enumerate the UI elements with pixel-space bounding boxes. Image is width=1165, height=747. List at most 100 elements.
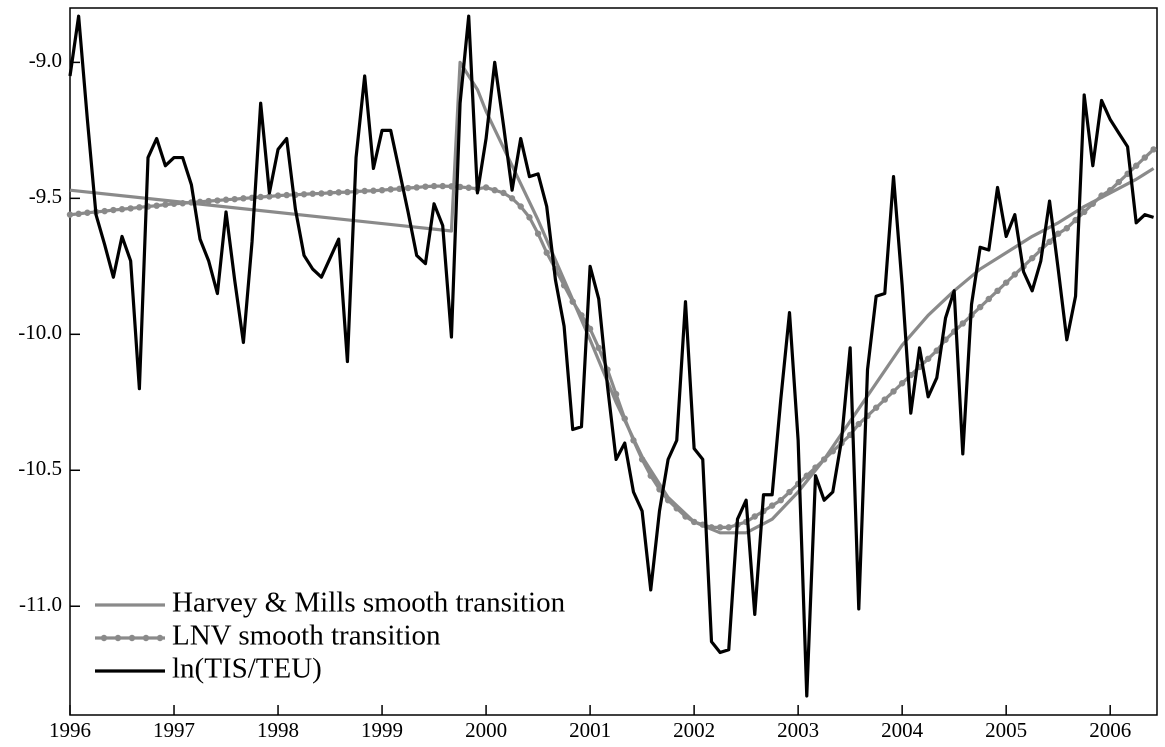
series-marker [439, 182, 446, 190]
series-marker [959, 320, 966, 327]
series-marker [84, 209, 91, 216]
series-marker [1115, 178, 1123, 186]
series-line [69, 60, 1155, 535]
series-marker [638, 456, 646, 463]
legend-marker [156, 634, 164, 642]
series-marker [448, 183, 455, 190]
series-marker [612, 390, 620, 398]
series-marker [1054, 230, 1062, 237]
x-tick-label: 2001 [569, 718, 611, 742]
series-marker [656, 486, 663, 493]
series-marker [396, 185, 403, 193]
series-marker [387, 186, 394, 193]
series-marker [976, 303, 984, 311]
series-marker [326, 189, 334, 197]
series-marker [214, 197, 221, 204]
y-tick-label: -10.5 [18, 456, 62, 480]
legend-marker [100, 634, 108, 642]
x-tick-label: 1999 [361, 718, 403, 742]
series-marker [500, 189, 507, 197]
series-marker [1080, 208, 1088, 216]
series-marker [1002, 279, 1010, 286]
y-tick-label: -11.0 [19, 592, 62, 616]
series-marker [153, 202, 160, 209]
series-marker [1063, 225, 1071, 232]
x-tick-label: 2002 [673, 718, 715, 742]
series-marker [786, 488, 793, 496]
plot-frame [69, 7, 1158, 716]
series-marker [647, 472, 654, 479]
series-marker [890, 388, 897, 395]
series-marker [75, 210, 82, 218]
legend-marker [128, 634, 136, 642]
legend-marker [142, 634, 150, 642]
series-marker [1011, 271, 1019, 278]
series-marker [1046, 238, 1053, 246]
series-marker [378, 186, 386, 194]
series-marker [118, 206, 126, 213]
series-marker [630, 437, 637, 444]
legend-label: ln(TIS/TEU) [172, 653, 322, 685]
series-marker [898, 380, 906, 387]
series-marker [578, 312, 585, 319]
y-tick-label: -10.0 [18, 320, 62, 344]
series-marker [491, 186, 498, 194]
series-marker [560, 282, 568, 289]
series-marker [1132, 162, 1140, 169]
series-marker [994, 287, 1001, 294]
series-marker [404, 184, 412, 192]
series-marker [716, 524, 724, 531]
series-marker [534, 230, 542, 237]
x-tick-label: 2000 [465, 718, 507, 742]
series-marker [543, 249, 550, 256]
y-tick-label: -9.5 [29, 184, 62, 208]
series-marker [430, 182, 438, 190]
series-marker [820, 456, 828, 463]
series-marker [283, 191, 290, 199]
series-marker [1141, 154, 1149, 161]
series-marker [1106, 186, 1114, 194]
series-marker [274, 192, 282, 199]
legend-label: LNV smooth transition [172, 620, 441, 652]
series-marker [1098, 192, 1105, 199]
series-marker [595, 344, 602, 352]
series-marker [465, 184, 472, 191]
series-marker [690, 518, 698, 526]
series-marker [422, 183, 429, 190]
series-marker [872, 404, 880, 411]
x-tick-label: 2006 [1089, 718, 1131, 742]
series-marker [673, 505, 680, 512]
series-marker [924, 355, 932, 362]
series-marker [768, 502, 776, 509]
series-marker [318, 190, 325, 197]
series-marker [309, 190, 316, 197]
series-marker [708, 524, 715, 531]
series-marker [335, 189, 342, 196]
series-marker [855, 420, 862, 428]
series-marker [162, 201, 169, 208]
series-marker [222, 196, 230, 203]
series-marker [101, 207, 108, 215]
series-marker [508, 195, 516, 202]
series-marker [621, 415, 628, 422]
series-marker [240, 195, 247, 202]
series-marker [569, 298, 576, 305]
series-marker [881, 396, 888, 403]
series-marker [517, 203, 524, 210]
series-marker [205, 197, 212, 205]
series-marker [300, 191, 308, 198]
series-marker [1150, 146, 1157, 153]
y-tick-label: -9.0 [29, 48, 62, 72]
series-marker [777, 496, 784, 504]
series-marker [170, 200, 178, 207]
series-marker [179, 200, 186, 207]
legend-marker [114, 634, 122, 642]
x-tick-label: 1998 [257, 718, 299, 742]
series-marker [370, 187, 377, 194]
series-marker [361, 187, 368, 195]
series-marker [136, 204, 143, 211]
series-marker [725, 524, 732, 531]
series-marker [682, 513, 689, 520]
series-marker [344, 188, 351, 196]
